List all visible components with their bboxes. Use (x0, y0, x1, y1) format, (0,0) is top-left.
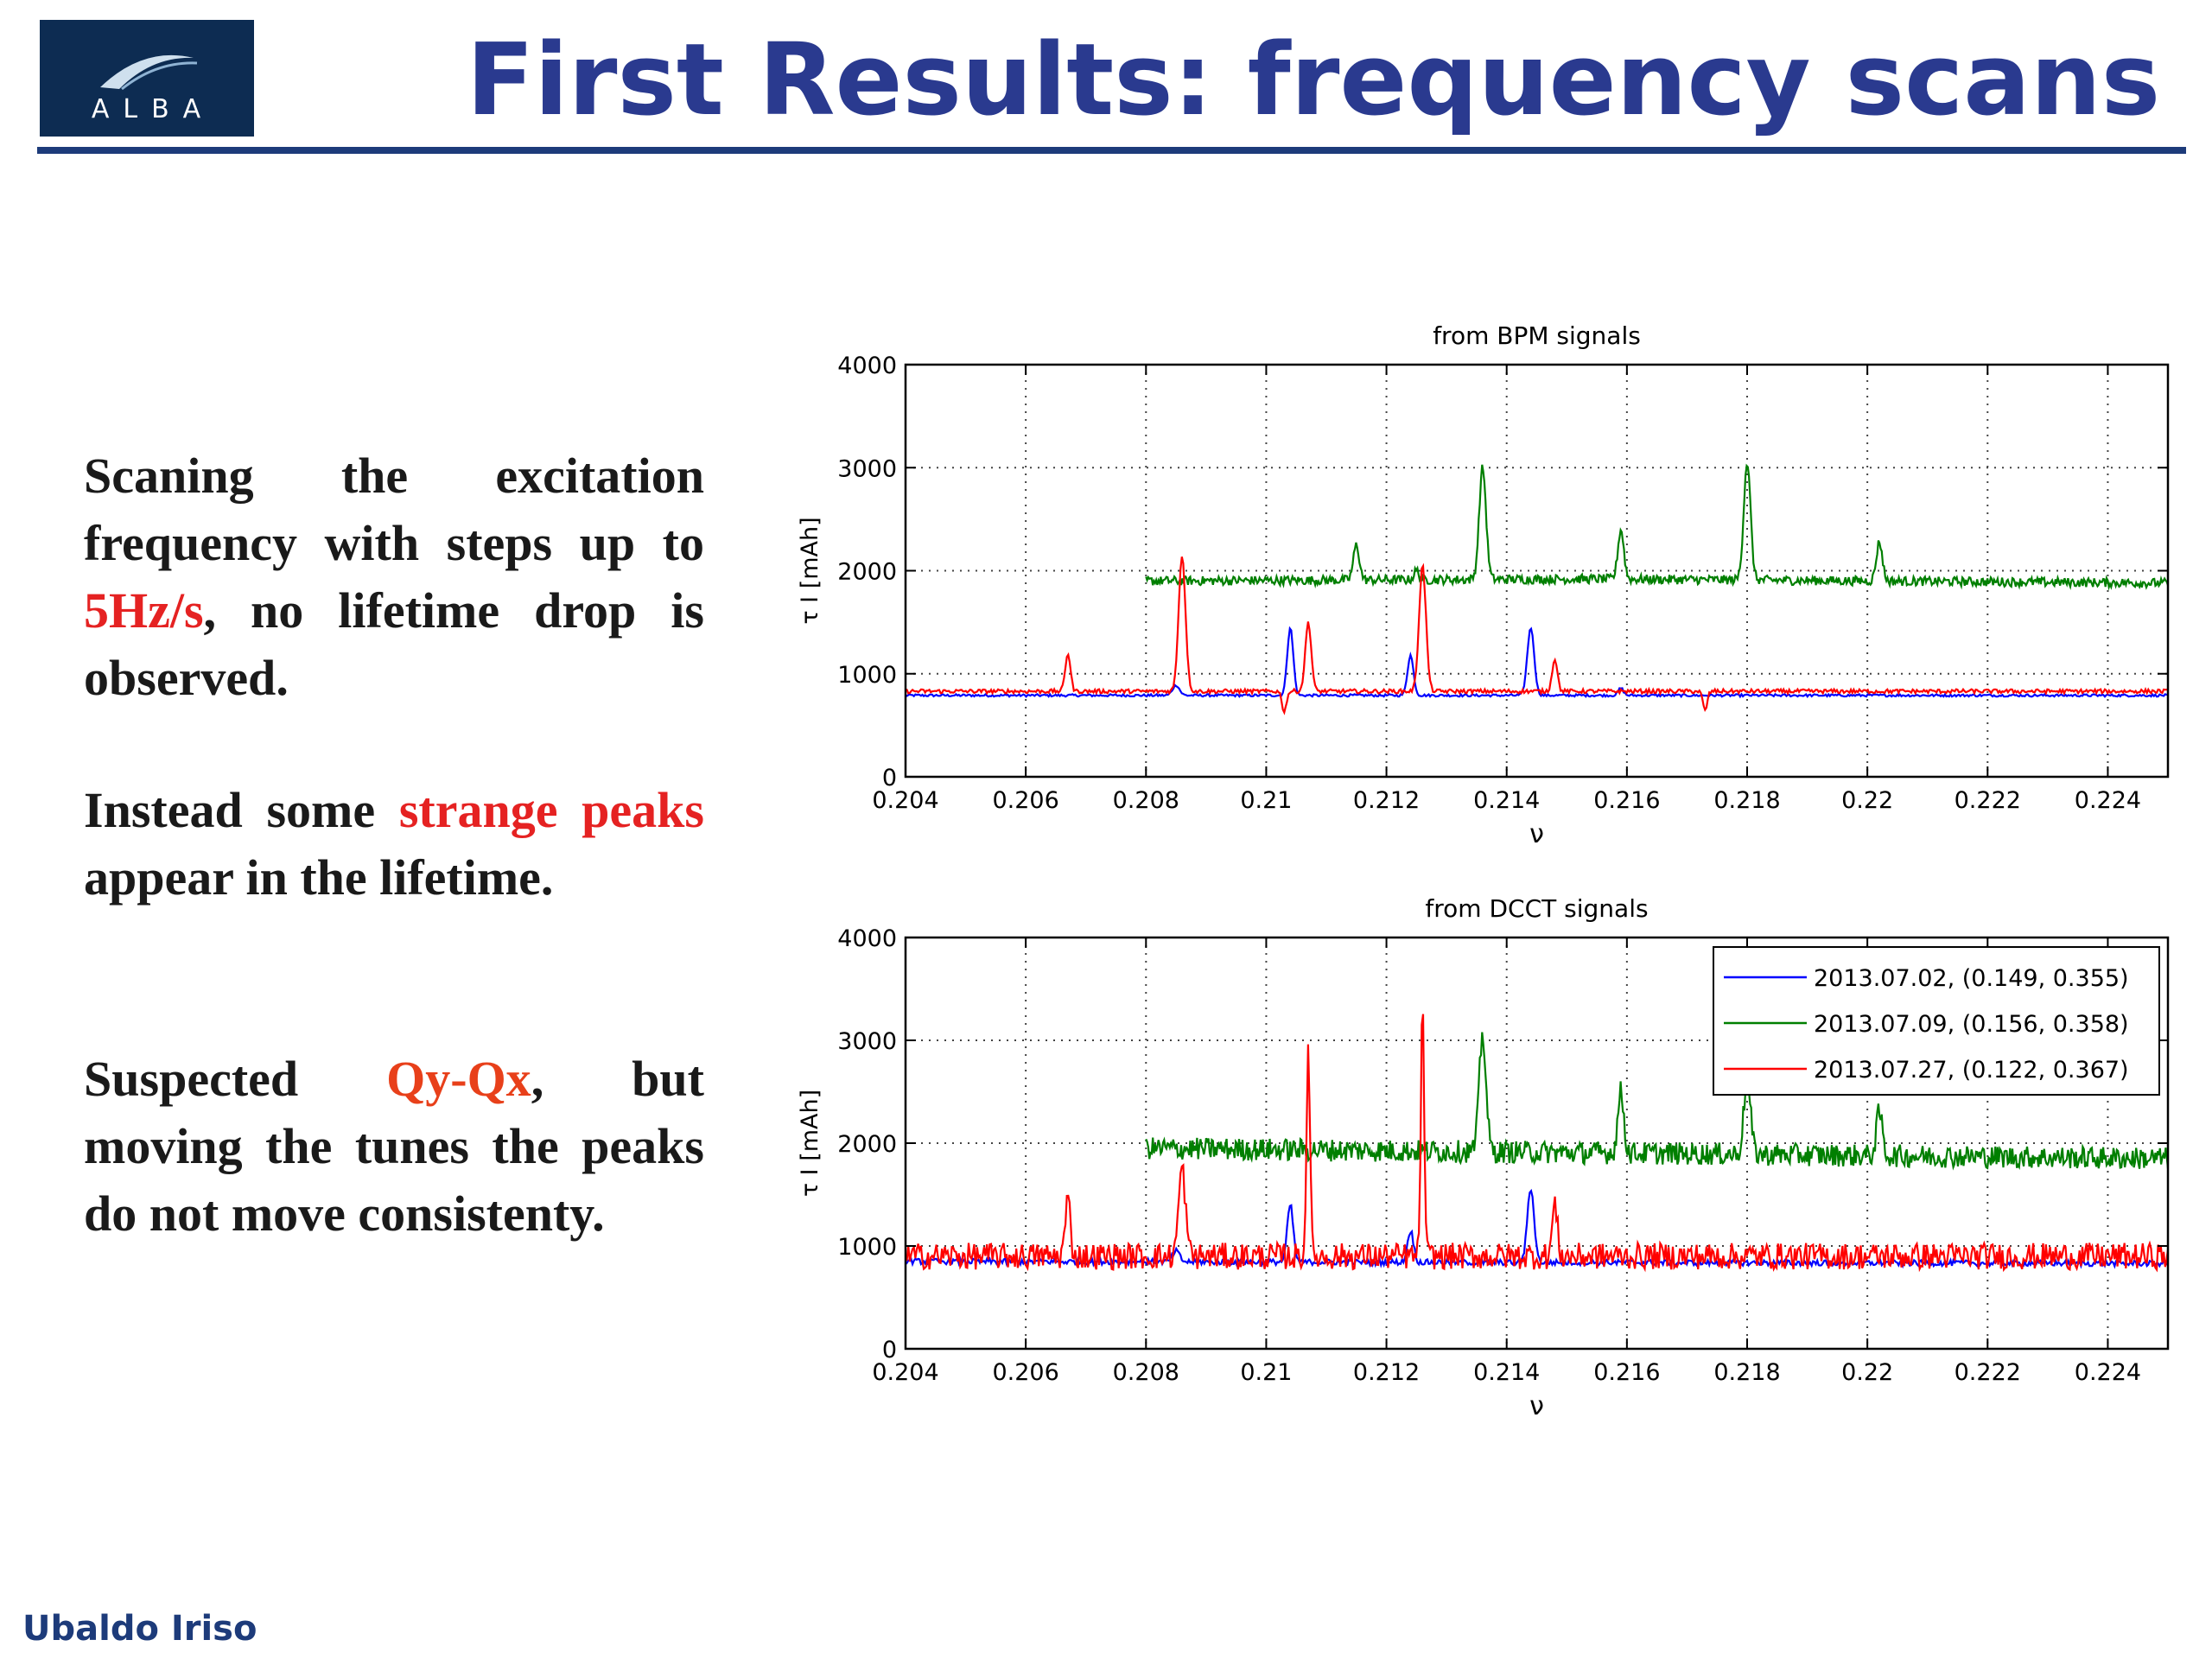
author-name: Ubaldo Iriso (22, 1609, 257, 1649)
x-tick-label: 0.206 (992, 787, 1058, 814)
series-line-2 (1145, 463, 2170, 591)
y-tick-label: 4000 (837, 925, 897, 952)
legend-label-1: 2013.07.02, (0.149, 0.355) (1814, 965, 2129, 992)
series-line-1 (905, 1188, 2169, 1269)
chart-title: from BPM signals (1433, 321, 1641, 350)
p1-text-end: , no lifetime drop is observed. (84, 582, 704, 706)
legend-box (1713, 946, 2160, 1096)
x-tick-label: 0.216 (1593, 1359, 1660, 1386)
y-axis-label: τ I [mAh] (797, 517, 823, 624)
x-axis-label: ν (1529, 819, 1544, 849)
alba-logo: ALBA (40, 20, 254, 137)
legend-label-2: 2013.07.09, (0.156, 0.358) (1814, 1011, 2129, 1038)
x-tick-label: 0.22 (1841, 787, 1893, 814)
y-axis-label: τ I [mAh] (797, 1090, 823, 1197)
chart-panel-2: 0.204 0.206 0.208 0.21 0.212 0.214 0.216 0.218 0… (797, 894, 2170, 1421)
x-tick-label: 0.218 (1713, 787, 1780, 814)
p2-text: Instead some (84, 782, 399, 838)
p1-highlight: 5Hz/s (84, 582, 204, 639)
y-tick-label: 0 (882, 765, 897, 791)
x-tick-label: 0.218 (1713, 1359, 1780, 1386)
y-tick-label: 2000 (837, 1131, 897, 1158)
p3-text: Suspected (84, 1051, 387, 1107)
x-tick-label: 0.222 (1955, 1359, 2021, 1386)
chart-legend: 2013.07.02, (0.149, 0.355) 2013.07.09, (0… (1713, 946, 2160, 1096)
chart-title: from DCCT signals (1425, 894, 1648, 923)
series-line-1 (905, 626, 2169, 699)
x-tick-label: 0.212 (1353, 787, 1420, 814)
x-axis-label: ν (1529, 1391, 1544, 1421)
x-tick-label: 0.204 (872, 1359, 938, 1386)
x-tick-label: 0.224 (2075, 787, 2141, 814)
series-line-2 (1145, 1032, 2170, 1171)
x-tick-label: 0.204 (872, 787, 938, 814)
x-tick-label: 0.212 (1353, 1359, 1420, 1386)
x-tick-label: 0.21 (1240, 1359, 1292, 1386)
y-tick-label: 0 (882, 1337, 897, 1363)
y-tick-label: 3000 (837, 455, 897, 482)
y-tick-label: 3000 (837, 1028, 897, 1055)
p3-text-end: , but moving the tunes the peaks do not … (84, 1051, 704, 1242)
x-tick-label: 0.214 (1473, 787, 1540, 814)
x-tick-label: 0.208 (1113, 787, 1179, 814)
x-tick-label: 0.214 (1473, 1359, 1540, 1386)
x-tick-label: 0.224 (2075, 1359, 2141, 1386)
slide-title: First Results: frequency scans (466, 22, 2161, 138)
series-line-3 (905, 556, 2169, 715)
series-line-3 (905, 1014, 2170, 1273)
chart-panel-1: 0.204 0.206 0.208 0.21 0.212 0.214 0.216 0.218 0… (797, 321, 2170, 849)
paragraph-excitation: Scaning the excitation frequency with st… (84, 442, 704, 712)
p2-text-end: appear in the lifetime. (84, 849, 554, 906)
p1-text: Scaning the excitation frequency with st… (84, 448, 704, 571)
x-tick-label: 0.206 (992, 1359, 1058, 1386)
paragraph-suspected: Suspected Qy-Qx, but moving the tunes th… (84, 1046, 704, 1248)
title-rule (37, 147, 2186, 154)
x-tick-label: 0.222 (1955, 787, 2021, 814)
p3-highlight: Qy-Qx (386, 1051, 531, 1107)
y-tick-label: 2000 (837, 559, 897, 586)
y-tick-label: 1000 (837, 662, 897, 689)
x-tick-label: 0.216 (1593, 787, 1660, 814)
y-tick-label: 4000 (837, 353, 897, 379)
alba-logo-arc-icon (100, 54, 198, 91)
legend-label-3: 2013.07.27, (0.122, 0.367) (1814, 1057, 2129, 1084)
p2-highlight: strange peaks (398, 782, 704, 838)
logo-text: ALBA (91, 94, 215, 124)
y-tick-label: 1000 (837, 1234, 897, 1261)
x-tick-label: 0.208 (1113, 1359, 1179, 1386)
x-tick-label: 0.21 (1240, 787, 1292, 814)
x-tick-label: 0.22 (1841, 1359, 1893, 1386)
paragraph-peaks: Instead some strange peaks appear in the… (84, 777, 704, 912)
